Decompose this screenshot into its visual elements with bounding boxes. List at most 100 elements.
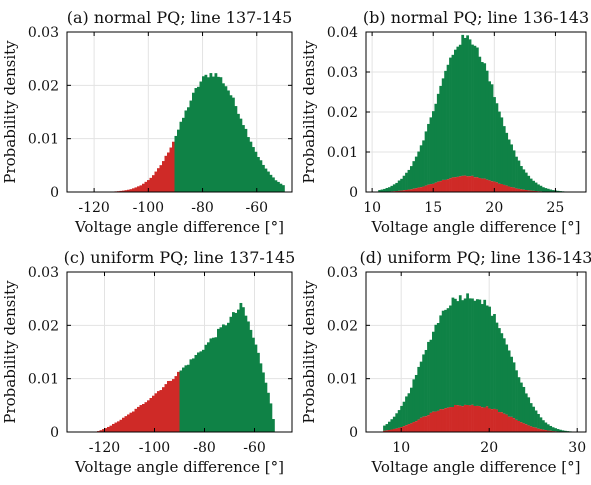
safe-bar (542, 187, 545, 192)
safe-bar (209, 338, 213, 432)
violation-bar (129, 189, 133, 192)
safe-bar (202, 349, 205, 432)
safe-bar (476, 47, 479, 178)
x-tick-label: 25 (547, 200, 565, 216)
violation-bar (466, 405, 469, 432)
safe-bar (524, 393, 528, 425)
safe-bar (383, 188, 386, 192)
safe-bar (419, 145, 423, 188)
safe-bar (217, 328, 220, 432)
safe-bar (274, 180, 278, 192)
safe-bar (217, 76, 220, 192)
violation-bar (500, 183, 504, 192)
safe-bar (480, 304, 484, 408)
violation-bar (510, 187, 513, 192)
safe-bar (520, 166, 523, 190)
safe-bar (546, 188, 550, 192)
violation-bar (449, 407, 452, 432)
violation-bar (159, 165, 163, 192)
violation-bar (154, 393, 158, 432)
safe-bar (237, 309, 240, 432)
x-axis-label: Voltage angle difference [°] (74, 458, 284, 476)
violation-bar (167, 152, 170, 192)
x-tick-label: 30 (568, 440, 586, 456)
safe-bar (388, 421, 391, 431)
safe-bar (454, 49, 457, 178)
safe-bar (395, 413, 399, 429)
safe-bar (249, 141, 253, 192)
safe-bar (234, 106, 238, 192)
violation-bar (441, 179, 445, 192)
safe-bar (182, 117, 185, 192)
violation-bar (436, 181, 440, 192)
safe-bar (400, 178, 403, 191)
violation-bar (495, 409, 499, 432)
safe-bar (451, 297, 455, 407)
chart-title: (b) normal PQ; line 136-143 (363, 8, 589, 27)
subplot-4: 0 0.01 0.02 0.03 10 20 30 (d) uniform PQ; line … (300, 248, 591, 476)
violation-bar (99, 430, 103, 432)
violation-bar (402, 190, 406, 192)
violation-bar (177, 371, 180, 432)
violation-bar (149, 397, 153, 432)
violation-bar (473, 177, 477, 192)
violation-bar (498, 183, 501, 192)
violation-bar (122, 417, 125, 432)
violation-bar (468, 176, 472, 192)
violation-bar (520, 422, 523, 432)
safe-bar (524, 172, 528, 190)
safe-bar (192, 358, 195, 432)
safe-bar (417, 151, 421, 188)
safe-bar (434, 103, 438, 183)
violation-bar (419, 417, 423, 432)
safe-bar (187, 107, 190, 192)
safe-bar (390, 419, 394, 430)
x-tick-label: -80 (193, 440, 216, 456)
violation-bar (512, 187, 516, 192)
violation-bar (388, 430, 391, 432)
safe-bar (277, 181, 280, 192)
violation-bar (407, 424, 411, 432)
safe-bar (527, 397, 531, 426)
violation-bar (441, 409, 445, 432)
safe-bar (427, 123, 430, 185)
safe-bar (559, 429, 562, 432)
safe-bar (229, 95, 233, 192)
violation-bar (451, 177, 455, 192)
safe-bar (471, 44, 474, 176)
safe-bar (187, 364, 190, 432)
safe-bar (478, 299, 482, 407)
safe-bar (473, 45, 477, 178)
violation-bar (461, 406, 465, 432)
safe-bar (254, 344, 258, 432)
violation-bar (172, 141, 175, 192)
subplot-1: 0 0.01 0.02 0.03 -120 -100 -80 -60 (a) normal PQ… (1, 8, 293, 236)
safe-bar (461, 300, 465, 407)
violation-bar (458, 405, 462, 432)
violation-bar (505, 414, 509, 432)
safe-bar (222, 324, 225, 432)
violation-bar (537, 428, 540, 432)
safe-bar (429, 339, 433, 413)
safe-bar (269, 174, 273, 192)
violation-bar (159, 390, 163, 432)
violation-bar (461, 175, 465, 192)
x-axis-label: Voltage angle difference [°] (370, 458, 580, 476)
violation-bar (107, 426, 110, 432)
violation-bar (119, 419, 123, 432)
safe-bar (244, 315, 248, 432)
safe-bar (395, 182, 399, 192)
y-tick-label: 0 (349, 185, 358, 201)
violation-bar (412, 422, 416, 432)
violation-bar (412, 188, 416, 192)
violation-bar (493, 181, 496, 192)
violation-bar (495, 182, 499, 192)
safe-bar (272, 419, 275, 432)
safe-bar (267, 392, 270, 432)
violation-bar (515, 419, 518, 432)
safe-bar (400, 405, 403, 428)
violation-bar (134, 187, 138, 192)
violation-bar (395, 428, 399, 432)
violation-bar (164, 155, 168, 192)
safe-bar (392, 184, 396, 192)
